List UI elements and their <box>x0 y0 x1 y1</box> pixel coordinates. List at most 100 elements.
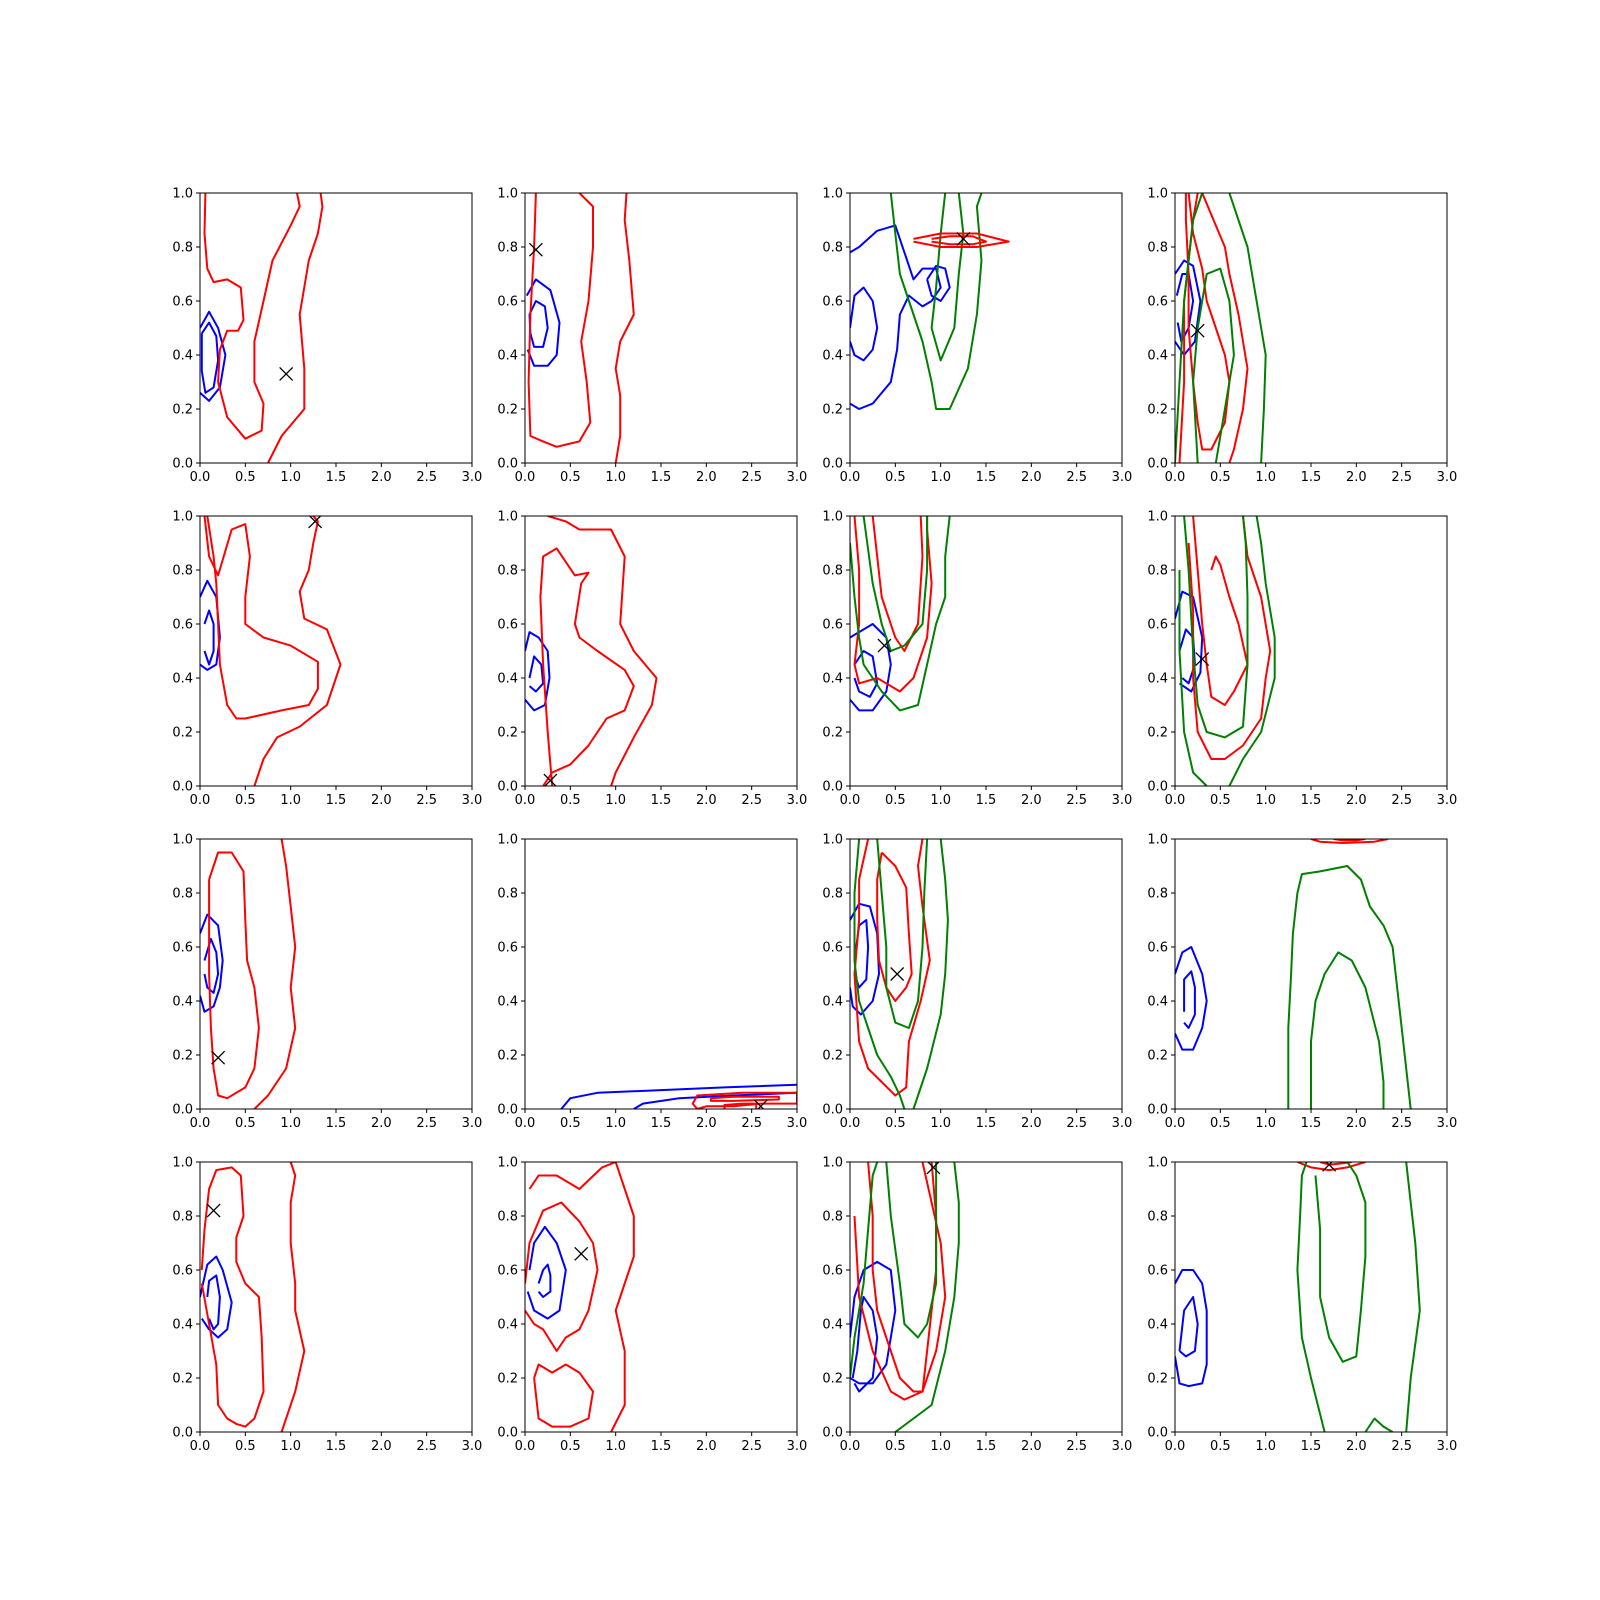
x-tick-label: 1.5 <box>326 470 347 485</box>
x-tick-label: 2.0 <box>371 1439 392 1454</box>
y-tick-label: 1.0 <box>822 510 843 525</box>
contour-group <box>850 193 1010 410</box>
x-tick-label: 0.5 <box>560 1116 581 1131</box>
y-tick-label: 0.6 <box>822 618 843 633</box>
y-tick-label: 0.6 <box>172 1264 193 1279</box>
x-marker <box>956 231 971 246</box>
contour-group <box>850 516 951 712</box>
x-tick-label: 1.0 <box>280 1439 301 1454</box>
x-tick-label: 0.5 <box>1210 1439 1231 1454</box>
y-tick-label: 0.8 <box>497 1210 518 1225</box>
contour-line-green <box>850 516 951 712</box>
contour-line-red <box>709 1095 780 1102</box>
contour-line-blue <box>537 1263 552 1298</box>
y-tick-label: 0.8 <box>172 241 193 256</box>
x-tick-label: 3.0 <box>1112 793 1133 808</box>
x-tick-label: 1.5 <box>1301 793 1322 808</box>
contour-line-red <box>527 193 594 448</box>
y-tick-label: 1.0 <box>497 187 518 202</box>
contour-line-red <box>1187 516 1272 760</box>
y-tick-label: 0.2 <box>822 1049 843 1064</box>
contour-line-red <box>539 547 635 786</box>
subplot-4-2: 0.0 0.5 1.0 1.5 2.0 2.5 3.0 0.0 0.2 0.4 0.6 0.8 1.0 <box>497 1156 807 1455</box>
x-tick-label: 0.5 <box>885 470 906 485</box>
x-tick-label: 1.5 <box>326 793 347 808</box>
x-tick-label: 0.5 <box>885 1116 906 1131</box>
y-tick-label: 0.4 <box>822 995 843 1010</box>
y-tick-label: 0.2 <box>497 1049 518 1064</box>
contour-line-blue <box>1175 1269 1208 1388</box>
y-tick-label: 0.8 <box>172 887 193 902</box>
y-tick-label: 0.2 <box>1147 1049 1168 1064</box>
y-tick-label: 0.0 <box>822 1426 843 1441</box>
x-tick-label: 1.0 <box>930 1439 951 1454</box>
contour-line-green <box>912 839 949 1109</box>
x-marker <box>279 366 294 381</box>
y-tick-label: 0.2 <box>497 403 518 418</box>
axes-frame <box>524 515 798 787</box>
x-tick-label: 2.0 <box>1346 470 1367 485</box>
contour-line-red <box>871 516 924 652</box>
x-tick-label: 2.0 <box>696 470 717 485</box>
contour-line-red <box>547 516 658 786</box>
contour-line-blue <box>851 1296 879 1393</box>
y-tick-label: 0.8 <box>1147 887 1168 902</box>
x-marker <box>308 516 323 529</box>
x-tick-label: 2.0 <box>696 1116 717 1131</box>
x-marker <box>1195 652 1210 667</box>
y-tick-label: 0.4 <box>497 672 518 687</box>
contour-line-blue <box>1183 970 1196 1029</box>
subplot-1-1: 0.0 0.5 1.0 1.5 2.0 2.5 3.0 0.0 0.2 0.4 0.6 0.8 1.0 <box>172 187 482 486</box>
y-tick-label: 0.2 <box>822 726 843 741</box>
x-tick-label: 0.5 <box>560 793 581 808</box>
x-tick-label: 1.5 <box>1301 470 1322 485</box>
x-tick-label: 0.5 <box>235 1439 256 1454</box>
x-tick-label: 0.5 <box>1210 470 1231 485</box>
x-tick-label: 0.0 <box>190 1439 211 1454</box>
contour-line-green <box>1310 951 1385 1109</box>
contour-line-red <box>208 851 260 1100</box>
axes-frame <box>199 1161 473 1433</box>
contour-line-red <box>867 1162 938 1393</box>
contour-line-green <box>1175 193 1204 463</box>
x-tick-label: 2.5 <box>1066 1439 1087 1454</box>
y-tick-label: 0.2 <box>1147 403 1168 418</box>
x-tick-label: 0.0 <box>1165 793 1186 808</box>
y-tick-label: 1.0 <box>172 1156 193 1171</box>
x-tick-label: 2.5 <box>416 1439 437 1454</box>
x-tick-label: 2.5 <box>1391 793 1412 808</box>
y-tick-label: 0.4 <box>172 349 193 364</box>
y-tick-label: 0.0 <box>497 1103 518 1118</box>
contour-line-blue <box>526 1225 567 1320</box>
contour-line-red <box>1297 1162 1366 1172</box>
contour-group <box>200 1162 306 1432</box>
contour-line-green <box>853 839 906 1109</box>
subplot-4-3: 0.0 0.5 1.0 1.5 2.0 2.5 3.0 0.0 0.2 0.4 0.6 0.8 1.0 <box>822 1156 1132 1455</box>
contour-line-red <box>1333 839 1366 842</box>
subplot-2-3: 0.0 0.5 1.0 1.5 2.0 2.5 3.0 0.0 0.2 0.4 0.6 0.8 1.0 <box>822 510 1132 809</box>
contour-line-blue <box>1175 946 1208 1051</box>
x-marker <box>1322 1162 1337 1172</box>
contour-group <box>1175 1162 1421 1432</box>
x-tick-label: 1.5 <box>326 1116 347 1131</box>
subplot-1-4: 0.0 0.5 1.0 1.5 2.0 2.5 3.0 0.0 0.2 0.4 0.6 0.8 1.0 <box>1147 187 1457 486</box>
subplot-1-3: 0.0 0.5 1.0 1.5 2.0 2.5 3.0 0.0 0.2 0.4 0.6 0.8 1.0 <box>822 187 1132 486</box>
x-tick-label: 2.5 <box>1391 1116 1412 1131</box>
contour-line-red <box>853 839 931 1097</box>
x-marker <box>574 1246 589 1261</box>
contour-line-green <box>1296 1162 1326 1432</box>
contour-line-blue <box>200 310 227 402</box>
y-tick-label: 0.2 <box>172 403 193 418</box>
y-tick-label: 0.2 <box>822 403 843 418</box>
x-tick-label: 0.5 <box>1210 793 1231 808</box>
y-tick-label: 0.8 <box>172 564 193 579</box>
x-tick-label: 2.5 <box>1066 793 1087 808</box>
x-tick-label: 0.0 <box>515 1439 536 1454</box>
y-tick-label: 0.6 <box>497 1264 518 1279</box>
contour-line-blue <box>528 655 545 693</box>
contour-line-green <box>1314 1162 1367 1363</box>
y-tick-label: 0.0 <box>172 1103 193 1118</box>
x-tick-label: 2.0 <box>1021 1116 1042 1131</box>
x-tick-label: 1.0 <box>1255 793 1276 808</box>
y-tick-label: 0.2 <box>1147 726 1168 741</box>
